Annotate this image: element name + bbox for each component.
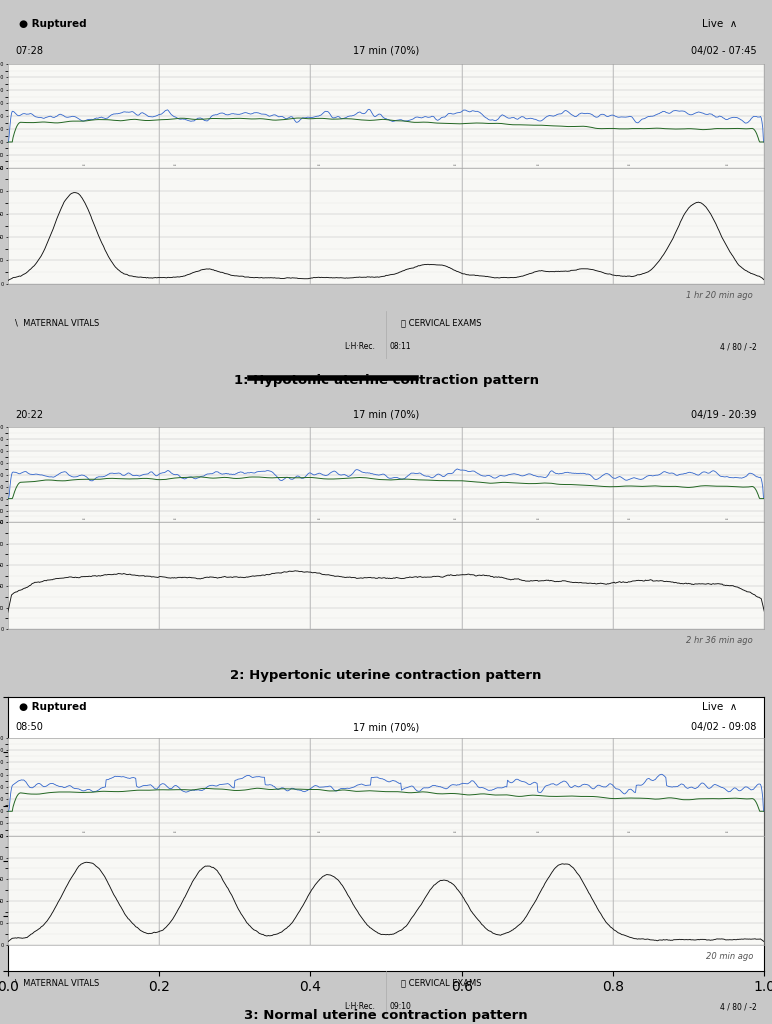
Text: ● Ruptured: ● Ruptured xyxy=(19,18,86,29)
Text: ▭: ▭ xyxy=(172,830,176,835)
Text: 20 min ago: 20 min ago xyxy=(706,952,753,961)
Text: Live  ∧: Live ∧ xyxy=(703,18,738,29)
Text: ▭: ▭ xyxy=(452,163,455,167)
Text: 1: Hypotonic uterine contraction pattern: 1: Hypotonic uterine contraction pattern xyxy=(233,374,539,387)
Text: ▭: ▭ xyxy=(536,517,539,521)
Text: ▭: ▭ xyxy=(82,163,85,167)
Text: 4 / 80 / -2: 4 / 80 / -2 xyxy=(720,342,757,351)
Text: ▭: ▭ xyxy=(725,830,728,835)
Text: ▭: ▭ xyxy=(82,830,85,835)
Text: ▭: ▭ xyxy=(172,517,176,521)
Text: ▭: ▭ xyxy=(452,517,455,521)
Text: ▭: ▭ xyxy=(725,517,728,521)
Text: 2: Hypertonic uterine contraction pattern: 2: Hypertonic uterine contraction patter… xyxy=(230,669,542,682)
Text: ▭: ▭ xyxy=(626,830,630,835)
Text: ▭: ▭ xyxy=(317,517,320,521)
Text: ▭: ▭ xyxy=(536,163,539,167)
Text: L·H·Rec.: L·H·Rec. xyxy=(344,1002,374,1012)
Text: ▭: ▭ xyxy=(626,163,630,167)
Text: L·H·Rec.: L·H·Rec. xyxy=(344,342,374,351)
Text: Live  ∧: Live ∧ xyxy=(703,701,738,712)
Text: \  MATERNAL VITALS: \ MATERNAL VITALS xyxy=(15,978,100,987)
Text: 17 min (70%): 17 min (70%) xyxy=(353,410,419,420)
Text: 17 min (70%): 17 min (70%) xyxy=(353,46,419,55)
Text: 4 / 80 / -2: 4 / 80 / -2 xyxy=(720,1002,757,1012)
Text: 04/02 - 09:08: 04/02 - 09:08 xyxy=(692,722,757,732)
Text: 04/02 - 07:45: 04/02 - 07:45 xyxy=(691,46,757,55)
Text: 17 min (70%): 17 min (70%) xyxy=(353,722,419,732)
Text: ▭: ▭ xyxy=(536,830,539,835)
Text: ▭: ▭ xyxy=(317,830,320,835)
Text: 2 hr 36 min ago: 2 hr 36 min ago xyxy=(686,636,753,645)
Text: ⎘ CERVICAL EXAMS: ⎘ CERVICAL EXAMS xyxy=(401,978,482,987)
Text: 3: Normal uterine contraction pattern: 3: Normal uterine contraction pattern xyxy=(244,1009,528,1022)
Text: 1 hr 20 min ago: 1 hr 20 min ago xyxy=(686,291,753,300)
Text: ⎘ CERVICAL EXAMS: ⎘ CERVICAL EXAMS xyxy=(401,318,482,328)
Text: 08:50: 08:50 xyxy=(15,722,43,732)
Text: 08:11: 08:11 xyxy=(390,342,411,351)
Text: ▭: ▭ xyxy=(626,517,630,521)
Text: 04/19 - 20:39: 04/19 - 20:39 xyxy=(692,410,757,420)
Text: \  MATERNAL VITALS: \ MATERNAL VITALS xyxy=(15,318,100,328)
Text: ● Ruptured: ● Ruptured xyxy=(19,701,86,712)
Text: ▭: ▭ xyxy=(172,163,176,167)
Text: ▭: ▭ xyxy=(452,830,455,835)
Text: 09:10: 09:10 xyxy=(390,1002,411,1012)
Text: 07:28: 07:28 xyxy=(15,46,43,55)
Text: 20:22: 20:22 xyxy=(15,410,43,420)
Text: ▭: ▭ xyxy=(725,163,728,167)
Text: ▭: ▭ xyxy=(82,517,85,521)
Text: ▭: ▭ xyxy=(317,163,320,167)
